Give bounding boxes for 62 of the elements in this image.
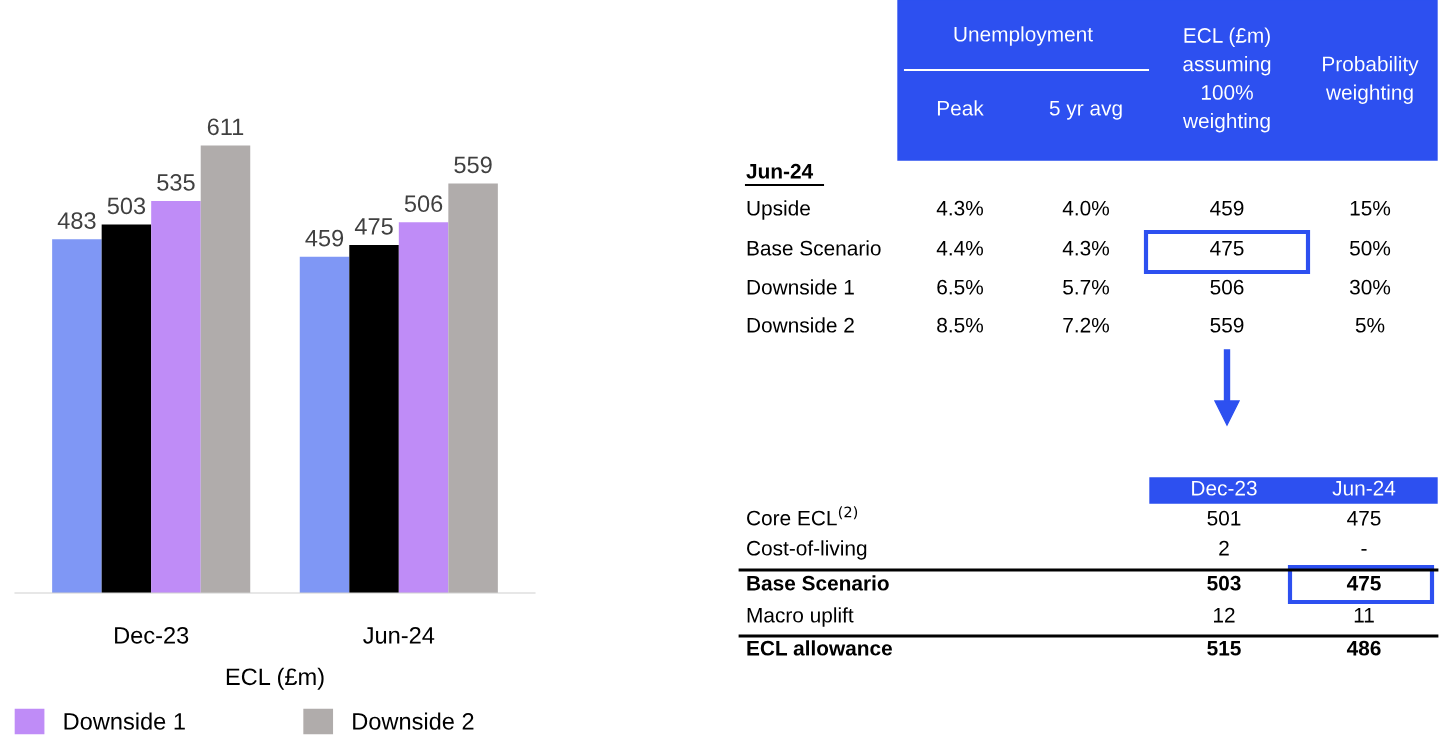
category-label: ECL allowance <box>747 640 892 656</box>
text: 475 <box>1346 576 1381 591</box>
category-label: Cost-of-living <box>747 540 867 560</box>
data-label: 483 <box>57 212 96 229</box>
bar <box>101 224 152 593</box>
text: 30% <box>1349 279 1391 295</box>
bar <box>448 183 498 593</box>
category-label: Core ECL$^{(2)}$ <box>747 506 858 526</box>
data-label: 506 <box>404 195 443 213</box>
category-label: Macro uplift <box>747 607 854 627</box>
text: 559 <box>1210 317 1244 333</box>
text: Jun-24 <box>746 163 814 179</box>
text: 15% <box>1350 200 1391 216</box>
category-label: Downside 2 <box>747 317 854 333</box>
data-label: 535 <box>157 174 195 191</box>
category-label: 5 yr avg <box>1049 101 1122 120</box>
text: 11 <box>1354 608 1374 623</box>
x-axis-title: ECL (£m) <box>226 667 324 690</box>
text: 4.3% <box>936 200 983 216</box>
category-label: Probability weighting <box>1323 56 1419 104</box>
text: 4.4% <box>936 240 983 256</box>
text: 2 <box>1219 540 1229 556</box>
text: 506 <box>1210 279 1244 295</box>
data-label: 559 <box>454 156 492 174</box>
category-label: Base Scenario <box>747 575 889 591</box>
text: 7.2% <box>1063 317 1109 333</box>
bar <box>52 239 102 593</box>
text: 50% <box>1349 240 1391 256</box>
text: 5.7% <box>1063 279 1109 295</box>
category-label: Upside <box>747 200 810 220</box>
data-label: 611 <box>207 118 244 136</box>
category-label: Downside 1 <box>747 279 854 295</box>
bar <box>200 145 251 593</box>
category-label: Dec-23 <box>1192 480 1257 496</box>
data-label: 475 <box>354 218 393 235</box>
text: Unemployment <box>954 26 1093 46</box>
text: 8.5% <box>937 317 983 333</box>
bar <box>349 245 399 593</box>
legend-label: Downside 2 <box>353 712 474 730</box>
text: 475 <box>1347 511 1381 526</box>
text: 459 <box>1210 200 1244 216</box>
text: 503 <box>1207 575 1241 591</box>
text: - <box>1361 549 1367 551</box>
category-label: Base Scenario <box>747 240 881 256</box>
text: 475 <box>1210 241 1244 256</box>
bar <box>151 201 201 593</box>
bar <box>398 222 449 593</box>
category-label: Jun-24 <box>1332 480 1396 496</box>
data-label: 503 <box>107 197 146 215</box>
category-label: Peak <box>937 100 984 116</box>
text: 5% <box>1355 317 1385 333</box>
text: 515 <box>1207 641 1241 656</box>
legend-label: Downside 1 <box>64 712 185 730</box>
text: 4.3% <box>1062 240 1109 256</box>
category-label: ECL (£m) assuming 100% weighting <box>1182 27 1271 133</box>
text: 486 <box>1346 640 1381 656</box>
data-label: 459 <box>305 229 344 247</box>
text: 4.0% <box>1062 200 1109 216</box>
text: 6.5% <box>937 279 983 295</box>
text: 12 <box>1214 607 1235 623</box>
text: 501 <box>1207 510 1241 526</box>
bar <box>299 256 350 593</box>
